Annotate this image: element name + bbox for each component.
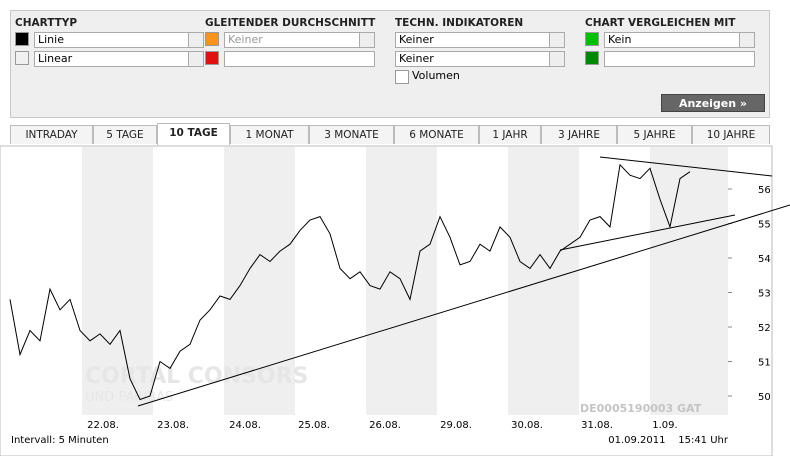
select[interactable]: Keiner: [395, 51, 565, 67]
tab[interactable]: 5 JAHRE: [617, 125, 692, 144]
y-tick-label: 53: [758, 289, 771, 300]
x-tick-label: 24.08.: [229, 420, 261, 431]
tab[interactable]: INTRADAY: [10, 125, 93, 144]
checkbox[interactable]: [395, 70, 409, 84]
interval: Intervall: 5 Minuten: [11, 435, 109, 446]
tab[interactable]: 1 MONAT: [230, 125, 309, 144]
color-swatch[interactable]: [15, 51, 29, 65]
color-swatch[interactable]: [585, 51, 599, 65]
watermark: CORTAL CONSORS: [85, 364, 308, 389]
isin: DE0005190003 GAT: [580, 402, 702, 415]
x-tick-label: 29.08.: [440, 420, 472, 431]
show-button[interactable]: Anzeigen »: [661, 94, 765, 112]
column-title: CHARTTYP: [15, 17, 78, 29]
select[interactable]: Keiner: [224, 32, 375, 48]
tab[interactable]: 3 MONATE: [309, 125, 394, 144]
day-band: [82, 147, 153, 415]
trend-line: [599, 156, 773, 177]
color-swatch[interactable]: [585, 32, 599, 46]
y-tick-label: 54: [758, 254, 771, 265]
trend-line: [137, 204, 790, 407]
tab[interactable]: 5 TAGE: [93, 125, 157, 144]
x-tick-label: 26.08.: [369, 420, 401, 431]
x-tick-label: 22.08.: [87, 420, 119, 431]
column-title: TECHN. INDIKATOREN: [395, 17, 524, 29]
x-tick-label: 25.08.: [298, 420, 330, 431]
select[interactable]: Kein: [604, 32, 755, 48]
select[interactable]: [224, 51, 375, 67]
trend-line: [559, 214, 736, 251]
y-tick-label: 55: [758, 219, 771, 230]
x-tick-label: 23.08.: [157, 420, 189, 431]
select[interactable]: Keiner: [395, 32, 565, 48]
x-tick-label: 31.08.: [581, 420, 613, 431]
day-band: [224, 147, 295, 415]
checkbox-label: Volumen: [412, 69, 460, 82]
select[interactable]: [604, 51, 755, 67]
x-tick-label: 1.09.: [652, 420, 677, 431]
select[interactable]: Linear: [34, 51, 204, 67]
x-tick-label: 30.08.: [511, 420, 543, 431]
watermark: UND PARIBAS: [85, 390, 173, 405]
color-swatch[interactable]: [205, 32, 219, 46]
column-title: GLEITENDER DURCHSCHNITT: [205, 17, 376, 29]
y-tick-label: 50: [758, 392, 771, 403]
tab[interactable]: 6 MONATE: [394, 125, 479, 144]
tab[interactable]: 10 JAHRE: [692, 125, 770, 144]
column-title: CHART VERGLEICHEN MIT: [585, 17, 736, 29]
y-tick-label: 52: [758, 323, 771, 334]
color-swatch[interactable]: [205, 51, 219, 65]
tab[interactable]: 3 JAHRE: [541, 125, 617, 144]
tab[interactable]: 10 TAGE: [157, 123, 230, 145]
y-tick-label: 51: [758, 358, 771, 369]
day-band: [650, 147, 728, 415]
price-line: [9, 163, 691, 401]
tab[interactable]: 1 JAHR: [479, 125, 541, 144]
timestamp: 01.09.2011 15:41 Uhr: [608, 435, 729, 446]
color-swatch[interactable]: [15, 32, 29, 46]
y-tick-label: 56: [758, 185, 771, 196]
select[interactable]: Linie: [34, 32, 204, 48]
